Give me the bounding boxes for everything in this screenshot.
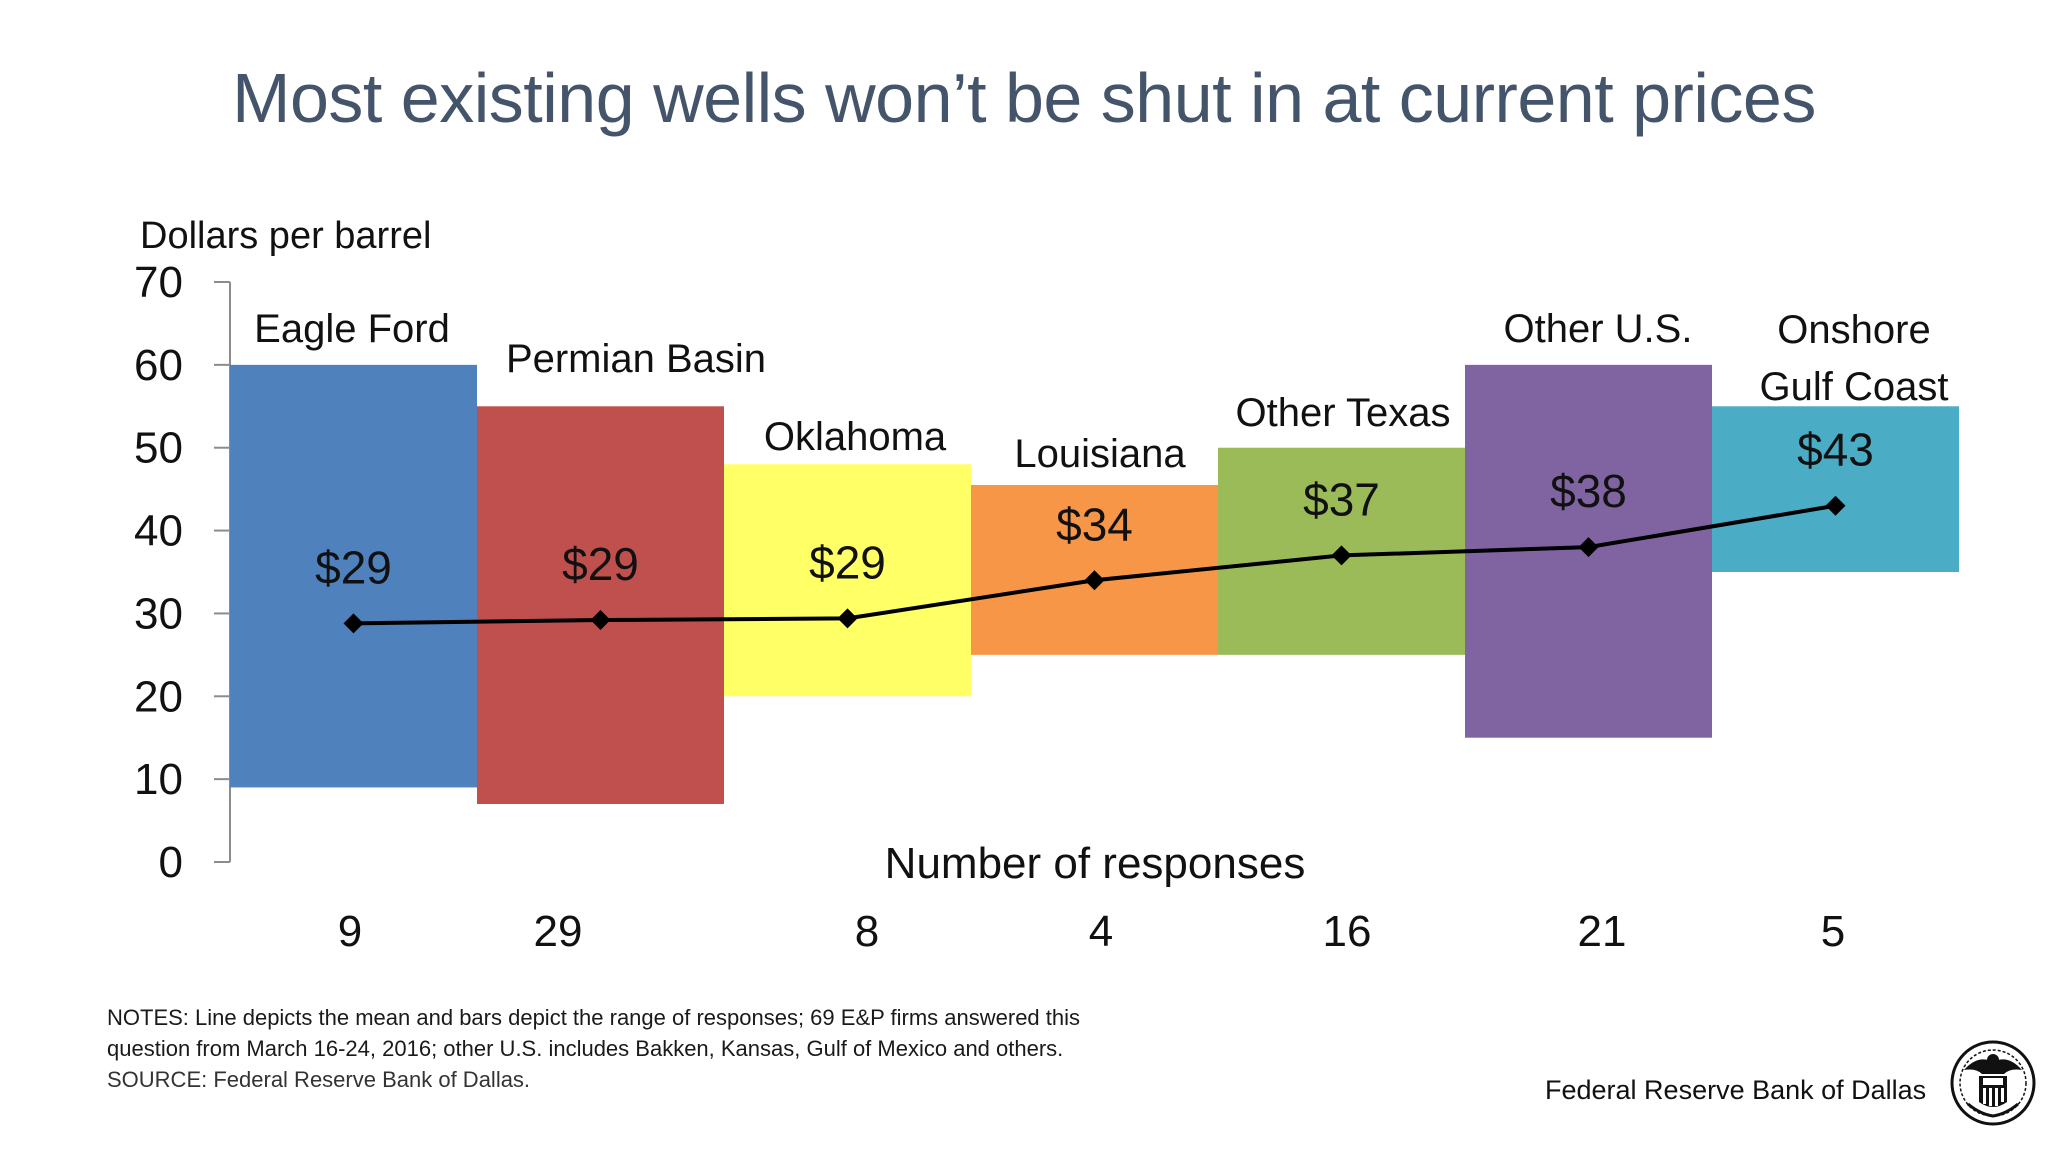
y-axis-label: Dollars per barrel (140, 215, 431, 257)
range-bar (971, 485, 1218, 655)
mean-marker (1825, 495, 1846, 516)
category-label: Other Texas (1236, 391, 1451, 435)
x-axis-label: Number of responses (885, 839, 1306, 888)
range-bar (724, 464, 971, 697)
y-tick-label: 50 (134, 424, 183, 473)
mean-line (343, 495, 1846, 634)
y-tick-label: 0 (159, 838, 183, 887)
page-title: Most existing wells won’t be shut in at … (232, 59, 1816, 137)
category-label: Oklahoma (764, 415, 947, 459)
y-tick-label: 10 (134, 755, 183, 804)
response-count-label: 29 (534, 907, 583, 956)
y-tick-label: 60 (134, 341, 183, 390)
category-label: Onshore (1777, 308, 1930, 352)
category-label: Permian Basin (506, 337, 766, 381)
response-count-label: 5 (1821, 907, 1845, 956)
mean-marker (837, 608, 858, 629)
y-tick-label: 40 (134, 507, 183, 556)
mean-marker (1578, 537, 1599, 558)
range-bar (230, 364, 477, 788)
mean-marker (343, 613, 364, 634)
category-label: Other U.S. (1504, 307, 1693, 351)
organization-label: Federal Reserve Bank of Dallas (1545, 1075, 1927, 1105)
mean-value-label: $38 (1550, 465, 1627, 517)
federal-reserve-seal-icon (1950, 1040, 2036, 1126)
mean-marker (1331, 545, 1352, 566)
notes-line-1: NOTES: Line depicts the mean and bars de… (107, 1005, 1081, 1030)
y-tick-label: 70 (134, 258, 183, 307)
response-count-label: 21 (1578, 907, 1627, 956)
range-bar (1712, 406, 1959, 572)
labels: Eagle Ford $29 9 Permian Basin $29 29 Oklahoma… (254, 307, 1948, 956)
response-count-label: 16 (1323, 907, 1372, 956)
response-count-label: 4 (1089, 907, 1113, 956)
response-count-label: 9 (338, 907, 362, 956)
response-count-label: 8 (855, 907, 879, 956)
mean-value-label: $29 (315, 541, 392, 593)
y-tick-label: 20 (134, 672, 183, 721)
y-tick-label: 30 (134, 589, 183, 638)
mean-value-label: $29 (809, 536, 886, 588)
category-label: Louisiana (1014, 432, 1186, 476)
notes-line-2: question from March 16-24, 2016; other U… (107, 1036, 1064, 1061)
range-bar (477, 406, 724, 804)
source-note: SOURCE: Federal Reserve Bank of Dallas. (107, 1067, 531, 1092)
mean-marker (590, 610, 611, 631)
category-label: Gulf Coast (1760, 365, 1949, 409)
mean-value-label: $29 (562, 538, 639, 590)
y-axis: 0 10 20 30 40 50 60 70 (134, 258, 231, 887)
category-label: Eagle Ford (254, 307, 450, 351)
mean-value-label: $43 (1797, 424, 1874, 476)
mean-marker (1084, 570, 1105, 591)
mean-value-label: $37 (1303, 473, 1380, 525)
notes: NOTES: Line depicts the mean and bars de… (107, 1002, 1080, 1095)
mean-value-label: $34 (1056, 498, 1133, 550)
range-chart: Dollars per barrel Number of responses 0… (134, 215, 1959, 956)
bars (230, 364, 1959, 804)
